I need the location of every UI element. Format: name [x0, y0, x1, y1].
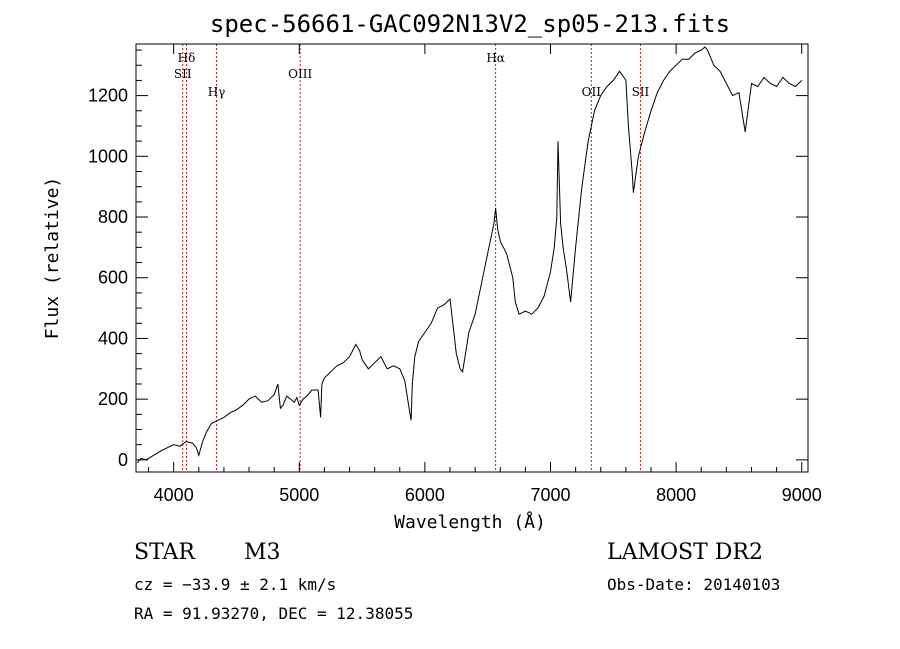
line-marker-label: Hγ: [208, 85, 226, 99]
obs-date: Obs-Date: 20140103: [607, 575, 781, 594]
x-tick-label: 9000: [782, 485, 822, 505]
y-axis-ticks: 0 200 400 600 800 1000 1200: [88, 49, 808, 470]
object-class: STAR: [134, 540, 195, 565]
y-tick-label: 0: [118, 450, 128, 470]
line-marker-label: SII: [174, 67, 192, 81]
y-tick-label: 1000: [88, 146, 128, 166]
x-tick-label: 8000: [656, 485, 696, 505]
y-tick-label: 600: [98, 268, 128, 288]
x-tick-label: 4000: [154, 485, 194, 505]
y-tick-label: 400: [98, 328, 128, 348]
x-tick-label: 5000: [279, 485, 319, 505]
y-axis-label: Flux (relative): [42, 177, 63, 340]
spectrum-line: [136, 46, 803, 464]
x-axis-label: Wavelength (Å): [394, 511, 546, 533]
line-marker-label: OII: [582, 85, 602, 99]
line-marker-label: Hα: [486, 51, 505, 65]
coordinates-text: RA = 91.93270, DEC = 12.38055: [134, 604, 414, 623]
y-tick-label: 1200: [88, 86, 128, 106]
survey-name: LAMOST DR2: [607, 540, 763, 565]
redshift-text: cz = −33.9 ± 2.1 km/s: [134, 575, 337, 594]
emission-line-markers: Hδ SII Hγ OIII Hα OII SII: [174, 44, 650, 472]
line-marker-label: SII: [632, 85, 650, 99]
line-marker-label: OIII: [288, 67, 312, 81]
object-subclass: M3: [244, 540, 281, 565]
x-tick-label: 7000: [530, 485, 570, 505]
x-tick-label: 6000: [405, 485, 445, 505]
x-axis-ticks: 4000 5000 6000 7000 8000 9000: [148, 44, 822, 505]
y-tick-label: 200: [98, 389, 128, 409]
y-tick-label: 800: [98, 207, 128, 227]
plot-frame: [135, 43, 809, 473]
chart-title: spec-56661-GAC092N13V2_sp05-213.fits: [210, 10, 730, 38]
line-marker-label: Hδ: [178, 51, 196, 65]
